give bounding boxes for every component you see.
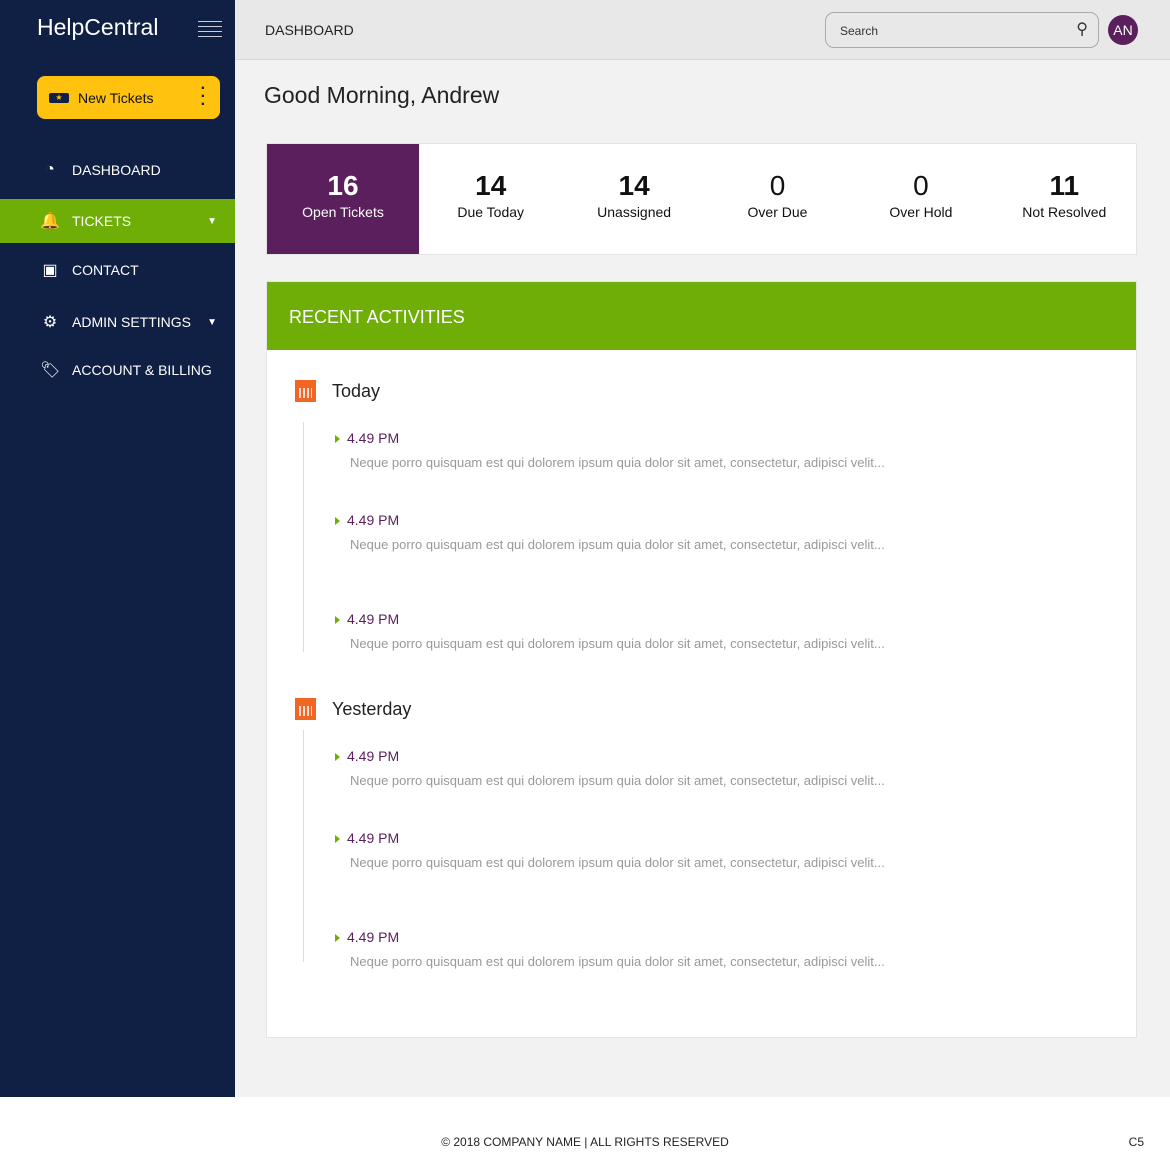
activity-item[interactable]: 4.49 PM Neque porro quisquam est qui dol…: [335, 512, 885, 552]
stat-card[interactable]: 0 Over Due: [706, 144, 849, 254]
activity-item[interactable]: 4.49 PM Neque porro quisquam est qui dol…: [335, 611, 885, 651]
stat-value: 0: [769, 170, 786, 201]
sidebar-item-label: DASHBOARD: [72, 162, 161, 178]
sidebar-item-contact[interactable]: ▣ CONTACT: [0, 248, 235, 292]
dashboard-icon: ◔: [45, 161, 55, 178]
recent-activities-panel: RECENT ACTIVITIES Today 4.49 PM Neque po…: [266, 281, 1137, 1038]
sidebar-item-dashboard[interactable]: ◔ DASHBOARD: [0, 148, 235, 192]
activity-item[interactable]: 4.49 PM Neque porro quisquam est qui dol…: [335, 430, 885, 470]
price-tag-icon: 🏷: [40, 362, 61, 379]
activity-text: Neque porro quisquam est qui dolorem ips…: [350, 954, 885, 969]
stat-label: Over Due: [747, 204, 808, 220]
sidebar-item-label: TICKETS: [72, 213, 132, 229]
footer: © 2018 COMPANY NAME | ALL RIGHTS RESERVE…: [0, 1097, 1170, 1176]
copyright: © 2018 COMPANY NAME | ALL RIGHTS RESERVE…: [441, 1135, 729, 1149]
sidebar-item-tickets[interactable]: 🔔 TICKETS ▼: [0, 199, 235, 243]
stat-card[interactable]: 14 Unassigned: [562, 144, 705, 254]
gear-icon: ⚙: [42, 314, 58, 331]
day-heading: Today: [295, 380, 380, 402]
stat-label: Due Today: [457, 204, 525, 220]
activity-text: Neque porro quisquam est qui dolorem ips…: [350, 855, 885, 870]
bell-icon: 🔔: [40, 213, 60, 230]
activity-time: 4.49 PM: [335, 929, 885, 945]
sidebar-item-account-billing[interactable]: 🏷 ACCOUNT & BILLING: [0, 348, 235, 392]
caret-down-icon[interactable]: ▼: [207, 316, 217, 328]
calendar-icon: [295, 698, 316, 720]
activity-time: 4.49 PM: [335, 430, 885, 446]
day-label: Yesterday: [332, 698, 412, 719]
stat-card[interactable]: 0 Over Hold: [849, 144, 992, 254]
sidebar-item-label: ACCOUNT & BILLING: [72, 362, 212, 378]
activity-time: 4.49 PM: [335, 830, 885, 846]
activity-time: 4.49 PM: [335, 611, 885, 627]
search-placeholder: Search: [840, 24, 879, 38]
version: C5: [1128, 1135, 1144, 1149]
day-label: Today: [332, 380, 381, 401]
timeline-line: [303, 422, 304, 652]
stats-bar: 16 Open Tickets 14 Due Today 14 Unassign…: [266, 143, 1137, 255]
stat-value: 11: [1049, 170, 1080, 201]
activity-text: Neque porro quisquam est qui dolorem ips…: [350, 773, 885, 788]
stat-card[interactable]: 16 Open Tickets: [267, 144, 419, 254]
new-tickets-label: New Tickets: [78, 89, 154, 106]
stat-label: Over Hold: [889, 204, 953, 220]
sidebar-item-label: CONTACT: [72, 262, 139, 278]
stat-card[interactable]: 11 Not Resolved: [993, 144, 1136, 254]
page-title: DASHBOARD: [265, 22, 354, 38]
activity-item[interactable]: 4.49 PM Neque porro quisquam est qui dol…: [335, 748, 885, 788]
avatar[interactable]: AN: [1108, 15, 1138, 45]
sidebar: HelpCentral ★ New Tickets · · · ◔ DASHBOAR…: [0, 0, 235, 1097]
activity-text: Neque porro quisquam est qui dolorem ips…: [350, 537, 885, 552]
stat-value: 16: [327, 170, 359, 201]
timeline-line: [303, 730, 304, 962]
stat-value: 0: [913, 170, 929, 201]
caret-down-icon[interactable]: ▼: [207, 215, 217, 227]
greeting: Good Morning, Andrew: [264, 82, 500, 108]
day-heading: Yesterday: [295, 698, 411, 720]
top-header: DASHBOARD Search ⚲ AN: [235, 0, 1170, 60]
stat-value: 14: [618, 170, 650, 201]
stat-value: 14: [475, 170, 507, 201]
activity-text: Neque porro quisquam est qui dolorem ips…: [350, 636, 885, 651]
ticket-icon: ★: [49, 92, 69, 103]
new-tickets-button[interactable]: ★ New Tickets · · ·: [37, 76, 220, 119]
more-options-icon[interactable]: · · ·: [200, 80, 206, 113]
activity-item[interactable]: 4.49 PM Neque porro quisquam est qui dol…: [335, 929, 885, 969]
recent-activities-title: RECENT ACTIVITIES: [267, 282, 1136, 350]
activity-item[interactable]: 4.49 PM Neque porro quisquam est qui dol…: [335, 830, 885, 870]
stat-label: Not Resolved: [1022, 204, 1107, 220]
activity-text: Neque porro quisquam est qui dolorem ips…: [350, 455, 885, 470]
search-icon[interactable]: ⚲: [1076, 21, 1088, 38]
sidebar-item-admin-settings[interactable]: ⚙ ADMIN SETTINGS ▼: [0, 300, 235, 344]
activity-time: 4.49 PM: [335, 748, 885, 764]
stat-label: Unassigned: [597, 204, 672, 220]
search-input[interactable]: Search ⚲: [825, 12, 1099, 48]
activity-time: 4.49 PM: [335, 512, 885, 528]
menu-toggle-icon[interactable]: [198, 21, 222, 41]
sidebar-item-label: ADMIN SETTINGS: [72, 314, 192, 330]
stat-label: Open Tickets: [302, 204, 384, 220]
brand-logo[interactable]: HelpCentral: [37, 14, 159, 40]
calendar-icon: [295, 380, 316, 402]
stat-card[interactable]: 14 Due Today: [419, 144, 562, 254]
contact-book-icon: ▣: [42, 262, 58, 279]
